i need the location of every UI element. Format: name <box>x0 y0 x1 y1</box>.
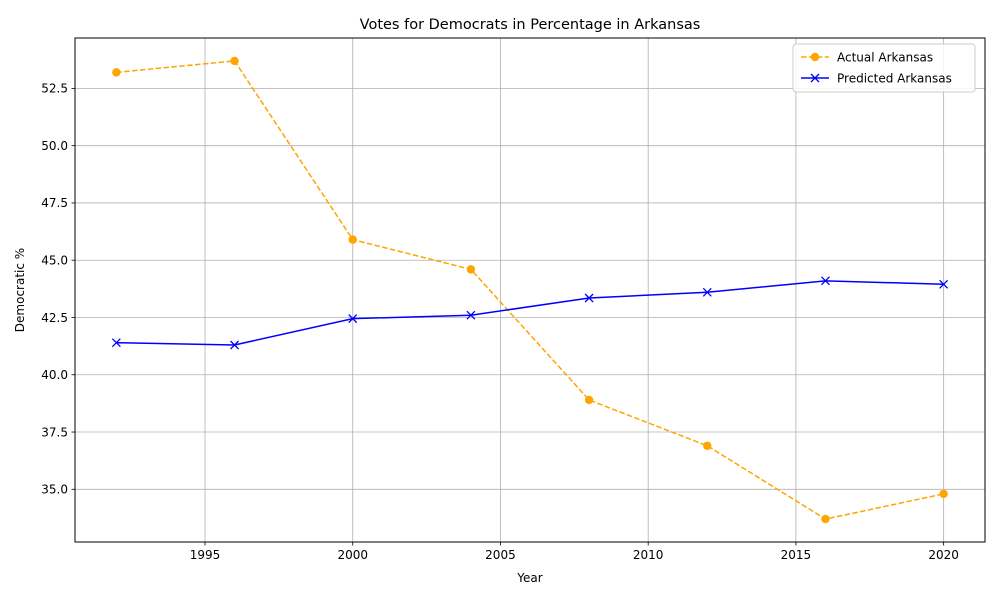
data-point <box>112 68 121 77</box>
data-point <box>584 293 594 303</box>
grid <box>75 38 985 542</box>
y-tick-label: 52.5 <box>41 82 68 96</box>
y-tick-label: 37.5 <box>41 425 68 439</box>
y-tick-label: 47.5 <box>41 196 68 210</box>
y-tick-label: 45.0 <box>41 254 68 268</box>
data-point <box>584 395 594 405</box>
y-tick-label: 35.0 <box>41 483 68 497</box>
legend-marker <box>810 52 820 62</box>
data-point <box>230 56 239 66</box>
x-tick-label: 2005 <box>485 548 516 562</box>
data-point <box>939 279 949 289</box>
legend-box <box>792 43 976 93</box>
legend-entry: Predicted Arkansas <box>801 71 952 85</box>
data-point <box>230 340 240 350</box>
y-tick-label: 50.0 <box>41 139 68 153</box>
data-point <box>703 441 712 450</box>
x-axis: 1995 2000 2005 2010 2015 2020 <box>190 542 959 562</box>
x-tick-label: 2000 <box>337 548 368 562</box>
data-point <box>821 514 830 524</box>
data-point <box>348 235 357 244</box>
data-point <box>820 276 830 286</box>
x-tick-label: 2020 <box>928 548 959 562</box>
y-axis: 35.0 37.5 40.0 42.5 45.0 47.5 50.0 52.5 <box>41 82 75 497</box>
series-layer <box>111 56 949 524</box>
data-point <box>466 310 476 320</box>
chart-title: Votes for Democrats in Percentage in Ark… <box>360 17 701 33</box>
y-tick-label: 42.5 <box>41 311 68 325</box>
plot-frame <box>74 37 986 543</box>
legend-marker <box>810 73 820 83</box>
data-point <box>348 314 358 324</box>
series-line <box>116 60 944 520</box>
data-point <box>466 265 476 274</box>
series-line <box>116 280 944 346</box>
legend: Actual Arkansas Predicted Arkansas <box>792 43 976 93</box>
legend-label: Predicted Arkansas <box>837 71 952 85</box>
series-actual <box>112 56 948 524</box>
x-tick-label: 1995 <box>190 548 221 562</box>
legend-label: Actual Arkansas <box>837 50 933 64</box>
x-axis-label: Year <box>516 571 542 585</box>
data-point <box>702 287 712 297</box>
y-axis-label: Democratic % <box>13 248 27 332</box>
series-predicted <box>111 276 949 350</box>
data-point <box>939 489 948 499</box>
legend-entry: Actual Arkansas <box>801 50 933 64</box>
x-tick-label: 2010 <box>633 548 664 562</box>
y-tick-label: 40.0 <box>41 368 68 382</box>
data-point <box>111 338 121 348</box>
x-tick-label: 2015 <box>781 548 812 562</box>
